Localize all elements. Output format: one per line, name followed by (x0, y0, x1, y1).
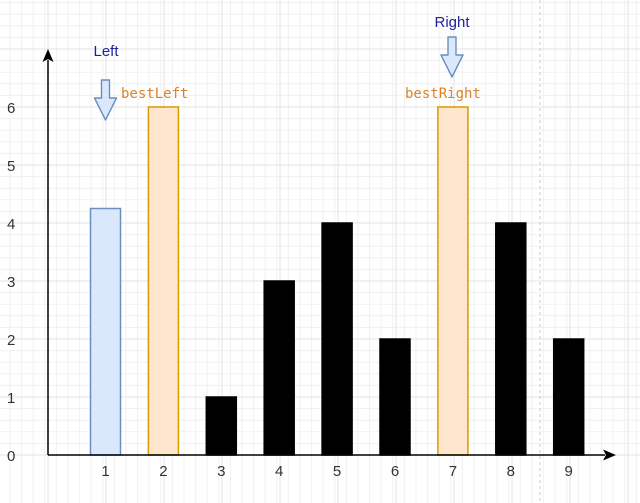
x-tick-label: 9 (565, 463, 573, 480)
right-pointer-arrow-icon (440, 36, 464, 78)
y-tick-label: 3 (7, 274, 15, 291)
bar-4 (263, 280, 295, 456)
y-tick-label: 6 (7, 100, 15, 117)
x-axis-arrowhead (603, 449, 616, 461)
x-tick-label: 2 (159, 463, 167, 480)
best-right-label: bestRight (405, 86, 481, 102)
right-pointer-label: Right (434, 14, 470, 31)
bar-6 (379, 338, 411, 456)
left-pointer-arrow-icon (93, 79, 118, 121)
bar-9 (552, 338, 585, 456)
annotations: Left bestLeft Right bestRight (93, 14, 480, 102)
y-tick-label: 1 (7, 390, 15, 407)
x-tick-label: 7 (449, 463, 457, 480)
axes-group (42, 49, 616, 461)
bars-group (89, 106, 585, 456)
x-tick-label: 5 (333, 463, 341, 480)
bar-8 (495, 222, 527, 456)
x-tick-label: 3 (217, 463, 225, 480)
y-tick-label: 4 (7, 216, 15, 233)
bar-7 (437, 106, 469, 456)
y-tick-label: 2 (7, 332, 15, 349)
x-tick-label: 8 (507, 463, 515, 480)
left-pointer-label: Left (93, 43, 119, 60)
y-tick-label: 0 (7, 448, 15, 465)
bar-3 (205, 396, 238, 456)
x-tick-label: 6 (391, 463, 399, 480)
bar-1 (89, 207, 122, 456)
x-tick-label: 4 (275, 463, 283, 480)
y-tick-labels: 0 1 2 3 4 5 6 (7, 100, 15, 465)
best-left-label: bestLeft (121, 86, 188, 102)
bar-5 (321, 222, 353, 456)
y-axis-arrowhead (42, 49, 54, 62)
bar-2 (147, 106, 180, 456)
x-tick-labels: 1 2 3 4 5 6 7 8 9 (101, 463, 573, 480)
pointer-arrows (93, 36, 464, 121)
x-tick-label: 1 (101, 463, 109, 480)
y-tick-label: 5 (7, 158, 15, 175)
